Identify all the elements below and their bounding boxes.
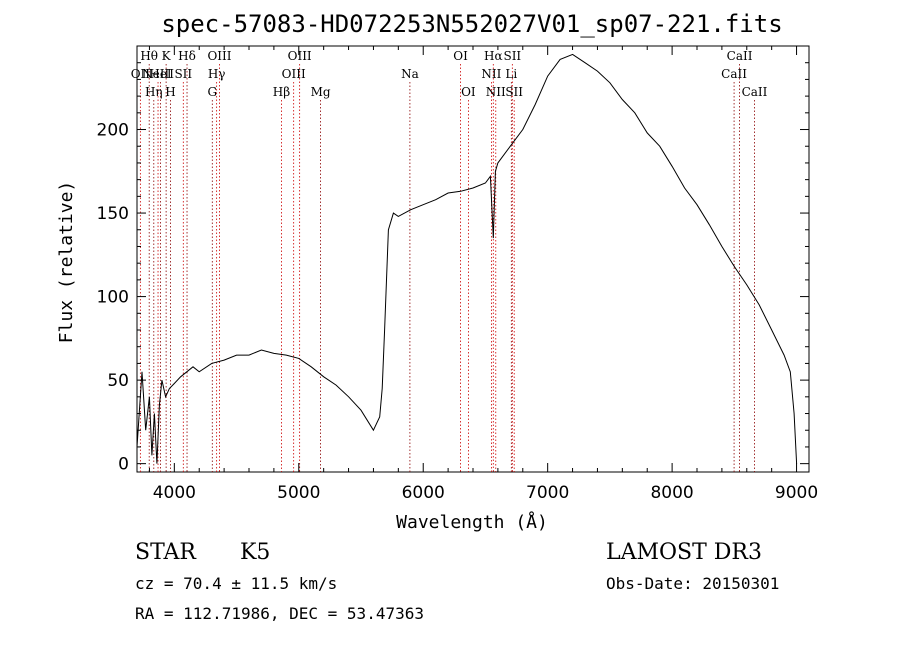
line-label-oiii: OIII (207, 49, 231, 63)
y-axis-ticks: 0 50 100 150 200 (97, 62, 809, 475)
y-tick-label: 150 (97, 204, 129, 224)
y-tick-label: 50 (107, 371, 129, 391)
line-label-oii: OII (131, 67, 151, 81)
line-label-nii: NII (481, 67, 501, 81)
line-label-caii: CaII (727, 49, 753, 63)
x-axis-label: Wavelength (Å) (396, 511, 548, 533)
spectral-line-markers (139, 64, 755, 472)
line-label-caii: CaII (721, 67, 747, 81)
line-label-neiii: NeIII (142, 67, 174, 81)
chart-title: spec-57083-HD072253N552027V01_sp07-221.f… (161, 10, 782, 38)
line-label-sii: SII (505, 85, 523, 99)
x-tick-label: 9000 (775, 483, 818, 503)
line-label-k: K (162, 49, 172, 63)
x-tick-label: 7000 (526, 483, 569, 503)
y-tick-label: 200 (97, 121, 129, 141)
object-subclass: K5 (240, 540, 270, 565)
plot-frame (136, 45, 810, 473)
line-label-oiii: OIII (282, 67, 306, 81)
line-label-sii: SII (503, 49, 521, 63)
object-class: STAR (135, 540, 197, 565)
line-label-g: G (207, 85, 217, 99)
y-tick-label: 100 (97, 288, 129, 308)
line-label-hη: Hη (145, 85, 163, 99)
x-axis-ticks: 4000 5000 6000 7000 8000 9000 (148, 46, 818, 503)
line-label-h: H (165, 85, 175, 99)
spectrum-line (136, 53, 798, 464)
line-label-oi: OI (461, 85, 476, 99)
x-tick-label: 4000 (153, 483, 196, 503)
line-label-nii: NII (486, 85, 506, 99)
line-label-hθ: Hθ (140, 49, 158, 63)
y-axis-label: Flux (relative) (56, 181, 77, 344)
coordinates-readout: RA = 112.71986, DEC = 53.47363 (135, 604, 424, 623)
line-label-oi: OI (453, 49, 468, 63)
line-label-hβ: Hβ (273, 85, 290, 99)
line-label-hγ: Hγ (208, 67, 226, 81)
x-tick-label: 8000 (650, 483, 693, 503)
line-label-hδ: Hδ (178, 49, 196, 63)
line-label-li: Li (505, 67, 517, 81)
y-tick-label: 0 (118, 455, 129, 475)
survey-name: LAMOST DR3 (606, 540, 762, 565)
line-label-hα: Hα (484, 49, 503, 63)
line-label-sii: SII (174, 67, 192, 81)
line-label-hei: HeI (149, 67, 172, 81)
line-label-mg: Mg (311, 85, 331, 99)
line-label-na: Na (401, 67, 419, 81)
x-tick-label: 6000 (402, 483, 445, 503)
line-label-caii: CaII (742, 85, 768, 99)
observation-date: Obs-Date: 20150301 (606, 574, 779, 593)
redshift-readout: cz = 70.4 ± 11.5 km/s (135, 574, 337, 593)
x-tick-label: 5000 (277, 483, 320, 503)
line-label-oiii: OIII (288, 49, 312, 63)
